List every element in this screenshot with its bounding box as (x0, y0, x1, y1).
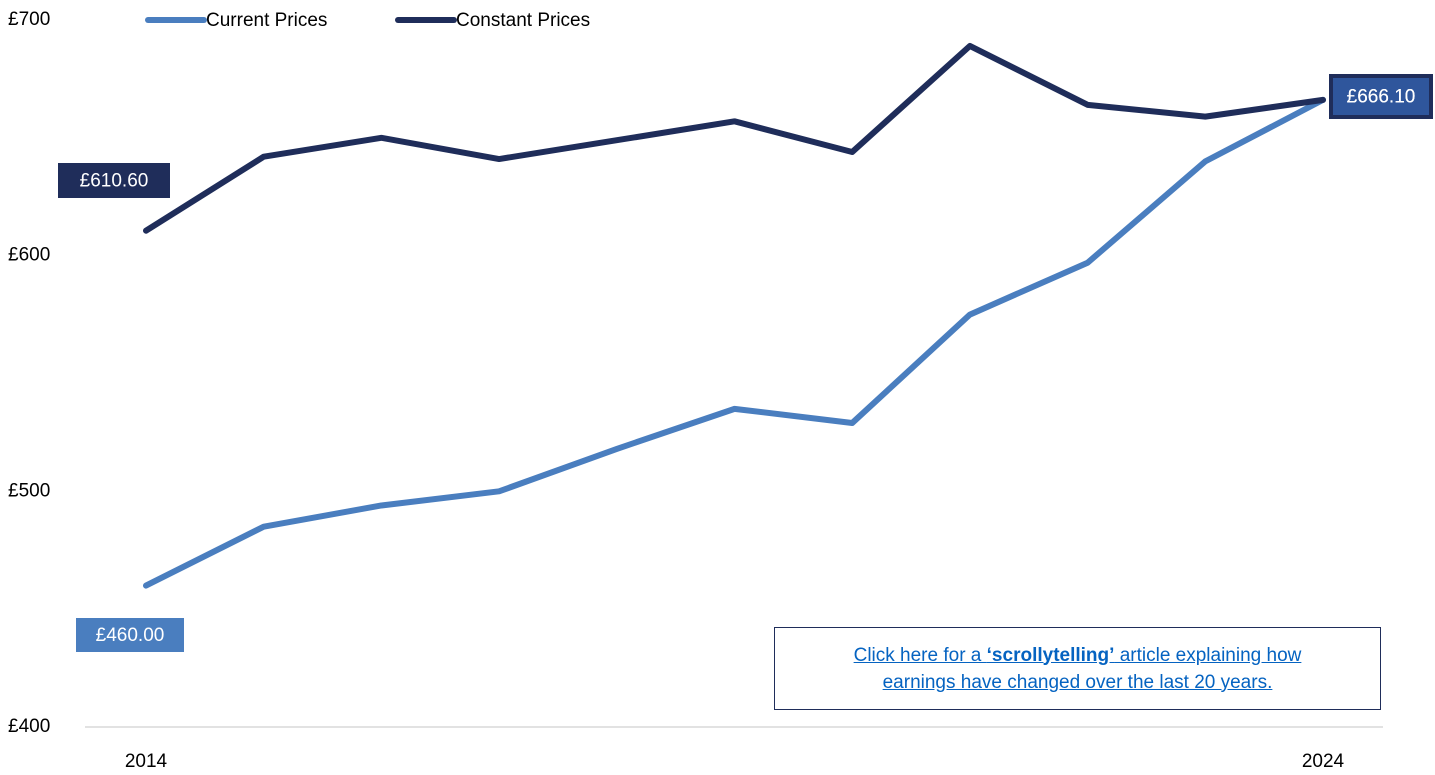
data-label: £666.10 (1347, 87, 1416, 108)
article-link-line: earnings have changed over the last 20 y… (883, 669, 1273, 696)
y-tick-label: £700 (8, 9, 50, 30)
data-label-box (1329, 74, 1433, 119)
series-line (143, 96, 1326, 589)
article-link[interactable]: ‘scrollytelling’ (986, 644, 1115, 666)
article-link-line: Click here for a ‘scrollytelling’ articl… (854, 642, 1302, 669)
data-label-box (76, 618, 184, 652)
x-tick-label: 2014 (125, 751, 168, 772)
data-label: £460.00 (96, 625, 165, 646)
article-link[interactable]: article explaining how (1114, 644, 1302, 666)
y-tick-label: £600 (8, 245, 50, 266)
data-label: £666.10 (1347, 87, 1416, 108)
y-tick-label: £400 (8, 716, 50, 737)
y-tick-label: £500 (8, 480, 50, 501)
article-link[interactable]: earnings have changed over the last 20 y… (882, 671, 1273, 693)
legend-label: Current Prices (206, 10, 327, 31)
data-label: £610.60 (80, 171, 149, 192)
data-label-box (58, 163, 170, 198)
legend-label: Constant Prices (456, 10, 590, 31)
article-link-box: Click here for a ‘scrollytelling’ articl… (774, 627, 1381, 710)
article-link[interactable]: Click here for a (853, 644, 987, 666)
x-tick-label: 2024 (1302, 751, 1345, 772)
series-line (143, 42, 1326, 234)
